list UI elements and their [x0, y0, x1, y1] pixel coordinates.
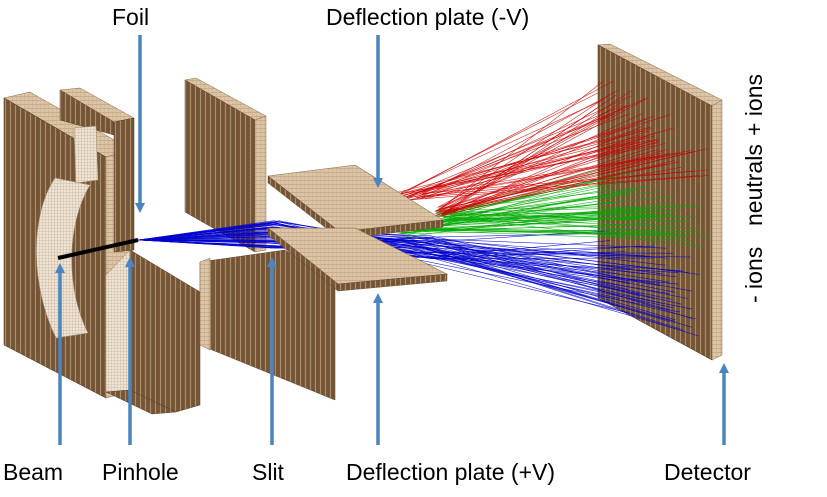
deflection-plate-top-label: Deflection plate (-V): [326, 4, 529, 30]
deflection-plate-bottom: [267, 227, 449, 292]
trajectory-line: [441, 132, 657, 216]
trajectory-line: [392, 152, 684, 204]
pinhole-block: [105, 249, 201, 415]
trajectory-line: [418, 95, 632, 195]
deflection-plate-bottom-label: Deflection plate (+V): [346, 459, 555, 485]
trajectory-line: [401, 229, 692, 241]
trajectory-line: [421, 156, 654, 198]
trajectory-line: [417, 195, 674, 225]
trajectory-line: [401, 214, 674, 232]
trajectory-line: [417, 200, 626, 223]
trajectory-line: [404, 201, 675, 238]
trajectory-line: [424, 127, 674, 200]
beam-line: [57, 238, 139, 260]
trajectory-line: [391, 139, 652, 198]
trajectory-line: [402, 210, 652, 230]
trajectory-line: [439, 215, 700, 229]
trajectory-line: [421, 198, 615, 229]
trajectory-line: [394, 92, 598, 197]
trajectory-line: [391, 114, 613, 204]
trajectory-line: [441, 151, 694, 215]
trajectory-line: [420, 118, 647, 200]
foil-wall: [59, 87, 135, 253]
trajectory-line: [435, 161, 680, 214]
slit-label: Slit: [252, 459, 285, 485]
pinhole-label: Pinhole: [102, 459, 179, 485]
trajectory-line: [418, 89, 620, 197]
trajectory-line: [441, 148, 668, 215]
trajectory-line: [421, 170, 696, 194]
trajectory-line: [399, 223, 647, 233]
slit-wall: [184, 77, 336, 401]
trajectory-line: [421, 135, 656, 196]
trajectory-line: [385, 141, 637, 198]
detector-label: Detector: [664, 459, 751, 485]
negative-ions-label: - ions: [741, 247, 767, 303]
trajectory-line: [435, 94, 610, 212]
trajectory-line: [390, 175, 710, 202]
trajectory-line: [438, 104, 631, 210]
foil-label: Foil: [112, 4, 149, 30]
trajectory-line: [444, 171, 632, 218]
trajectory-line: [438, 166, 682, 213]
trajectory-line: [437, 104, 628, 208]
trajectory-line: [435, 148, 660, 213]
trajectory-line: [417, 98, 646, 199]
trajectory-line: [435, 210, 682, 217]
trajectory-line: [442, 141, 640, 217]
trajectory-line: [442, 130, 649, 213]
positive-ion-trajectories: [385, 80, 710, 217]
foil-window: [73, 125, 99, 184]
trajectory-line: [443, 191, 660, 217]
trajectory-line: [389, 139, 659, 205]
beam-label: Beam: [3, 459, 63, 485]
trajectory-line: [444, 126, 642, 214]
positive-ions-label: + ions: [741, 74, 767, 136]
neutrals-label: neutrals: [741, 144, 767, 226]
trajectory-line: [439, 140, 661, 211]
trajectory-line: [441, 113, 643, 209]
trajectory-line: [396, 229, 683, 234]
label-arrows: [55, 35, 729, 445]
trajectory-line: [391, 100, 601, 198]
trajectory-line: [392, 126, 651, 197]
trajectory-line: [439, 160, 676, 217]
trajectory-line: [419, 192, 624, 227]
trajectory-line: [443, 214, 657, 220]
trajectory-line: [442, 180, 624, 214]
trajectory-line: [390, 127, 626, 202]
detector: [597, 43, 723, 361]
trajectory-line: [438, 81, 604, 211]
trajectory-line: [443, 90, 632, 214]
